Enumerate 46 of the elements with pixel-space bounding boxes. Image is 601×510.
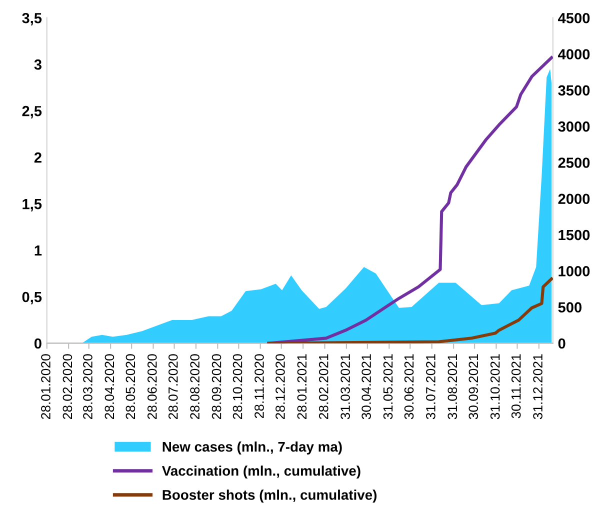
y2-tick-label: 500	[558, 302, 582, 313]
x-tick-label: 30.06.2021	[404, 354, 414, 420]
x-tick-label: 28.04.2020	[104, 354, 114, 420]
x-tick-label: 31.12.2021	[533, 354, 542, 420]
y2-tick-label: 2500	[558, 158, 590, 168]
y-tick-label: 1	[34, 246, 42, 256]
y-tick-label: 0,5	[22, 292, 42, 304]
legend-label: Vaccination (mln., cumulative)	[162, 466, 360, 479]
line-series	[267, 277, 553, 344]
x-tick-label: 31.05.2021	[383, 354, 393, 420]
y2-tick-label: 3500	[558, 85, 590, 96]
y-tick-label: 0	[34, 338, 42, 349]
y2-tick-label: 4000	[558, 49, 590, 60]
x-tick-label: 28.02.2021	[318, 354, 328, 420]
y-tick-label: 3,5	[22, 12, 42, 26]
x-tick-label: 31.10.2021	[490, 354, 500, 420]
x-tick-label: 28.10.2020	[232, 354, 242, 420]
x-tick-label: 28.02.2020	[62, 354, 72, 420]
y2-tick-label: 4500	[558, 12, 590, 24]
y-tick-label: 3	[34, 59, 42, 70]
x-tick-label: 28.06.2020	[147, 354, 157, 420]
x-tick-label: 30.09.2021	[468, 354, 478, 420]
x-tick-label: 28.09.2020	[212, 354, 222, 420]
x-tick-label: 28.01.2021	[297, 354, 307, 420]
y2-tick-label: 0	[558, 338, 566, 349]
y-tick-label: 2,5	[22, 106, 42, 118]
x-tick-label: 28.08.2020	[190, 354, 200, 420]
x-tick-label: 28.03.2020	[83, 354, 92, 420]
x-tick-label: 28.05.2020	[126, 354, 136, 420]
x-tick-label: 30.04.2021	[362, 354, 371, 420]
x-tick-label: 31.07.2021	[426, 354, 436, 420]
y2-tick-label: 1000	[558, 266, 590, 276]
x-tick-label: 28.01.2020	[41, 354, 50, 420]
y2-tick-label: 3000	[558, 121, 590, 132]
y2-tick-label: 1500	[558, 230, 590, 240]
legend-label: New cases (mln., 7-day ma)	[162, 442, 342, 454]
x-tick-label: 30.11.2021	[511, 354, 521, 418]
x-tick-label: 28.11.2020	[254, 354, 264, 418]
y-tick-label: 1,5	[22, 199, 42, 212]
x-tick-label: 28.07.2020	[168, 354, 178, 420]
y2-tick-label: 2000	[558, 194, 590, 204]
x-tick-label: 31.03.2021	[340, 354, 350, 420]
x-tick-label: 28.12.2020	[276, 354, 285, 420]
x-tick-label: 31.08.2021	[448, 354, 458, 420]
y-tick-label: 2	[34, 152, 42, 163]
legend-label: Booster shots (mln., cumulative)	[162, 490, 377, 503]
